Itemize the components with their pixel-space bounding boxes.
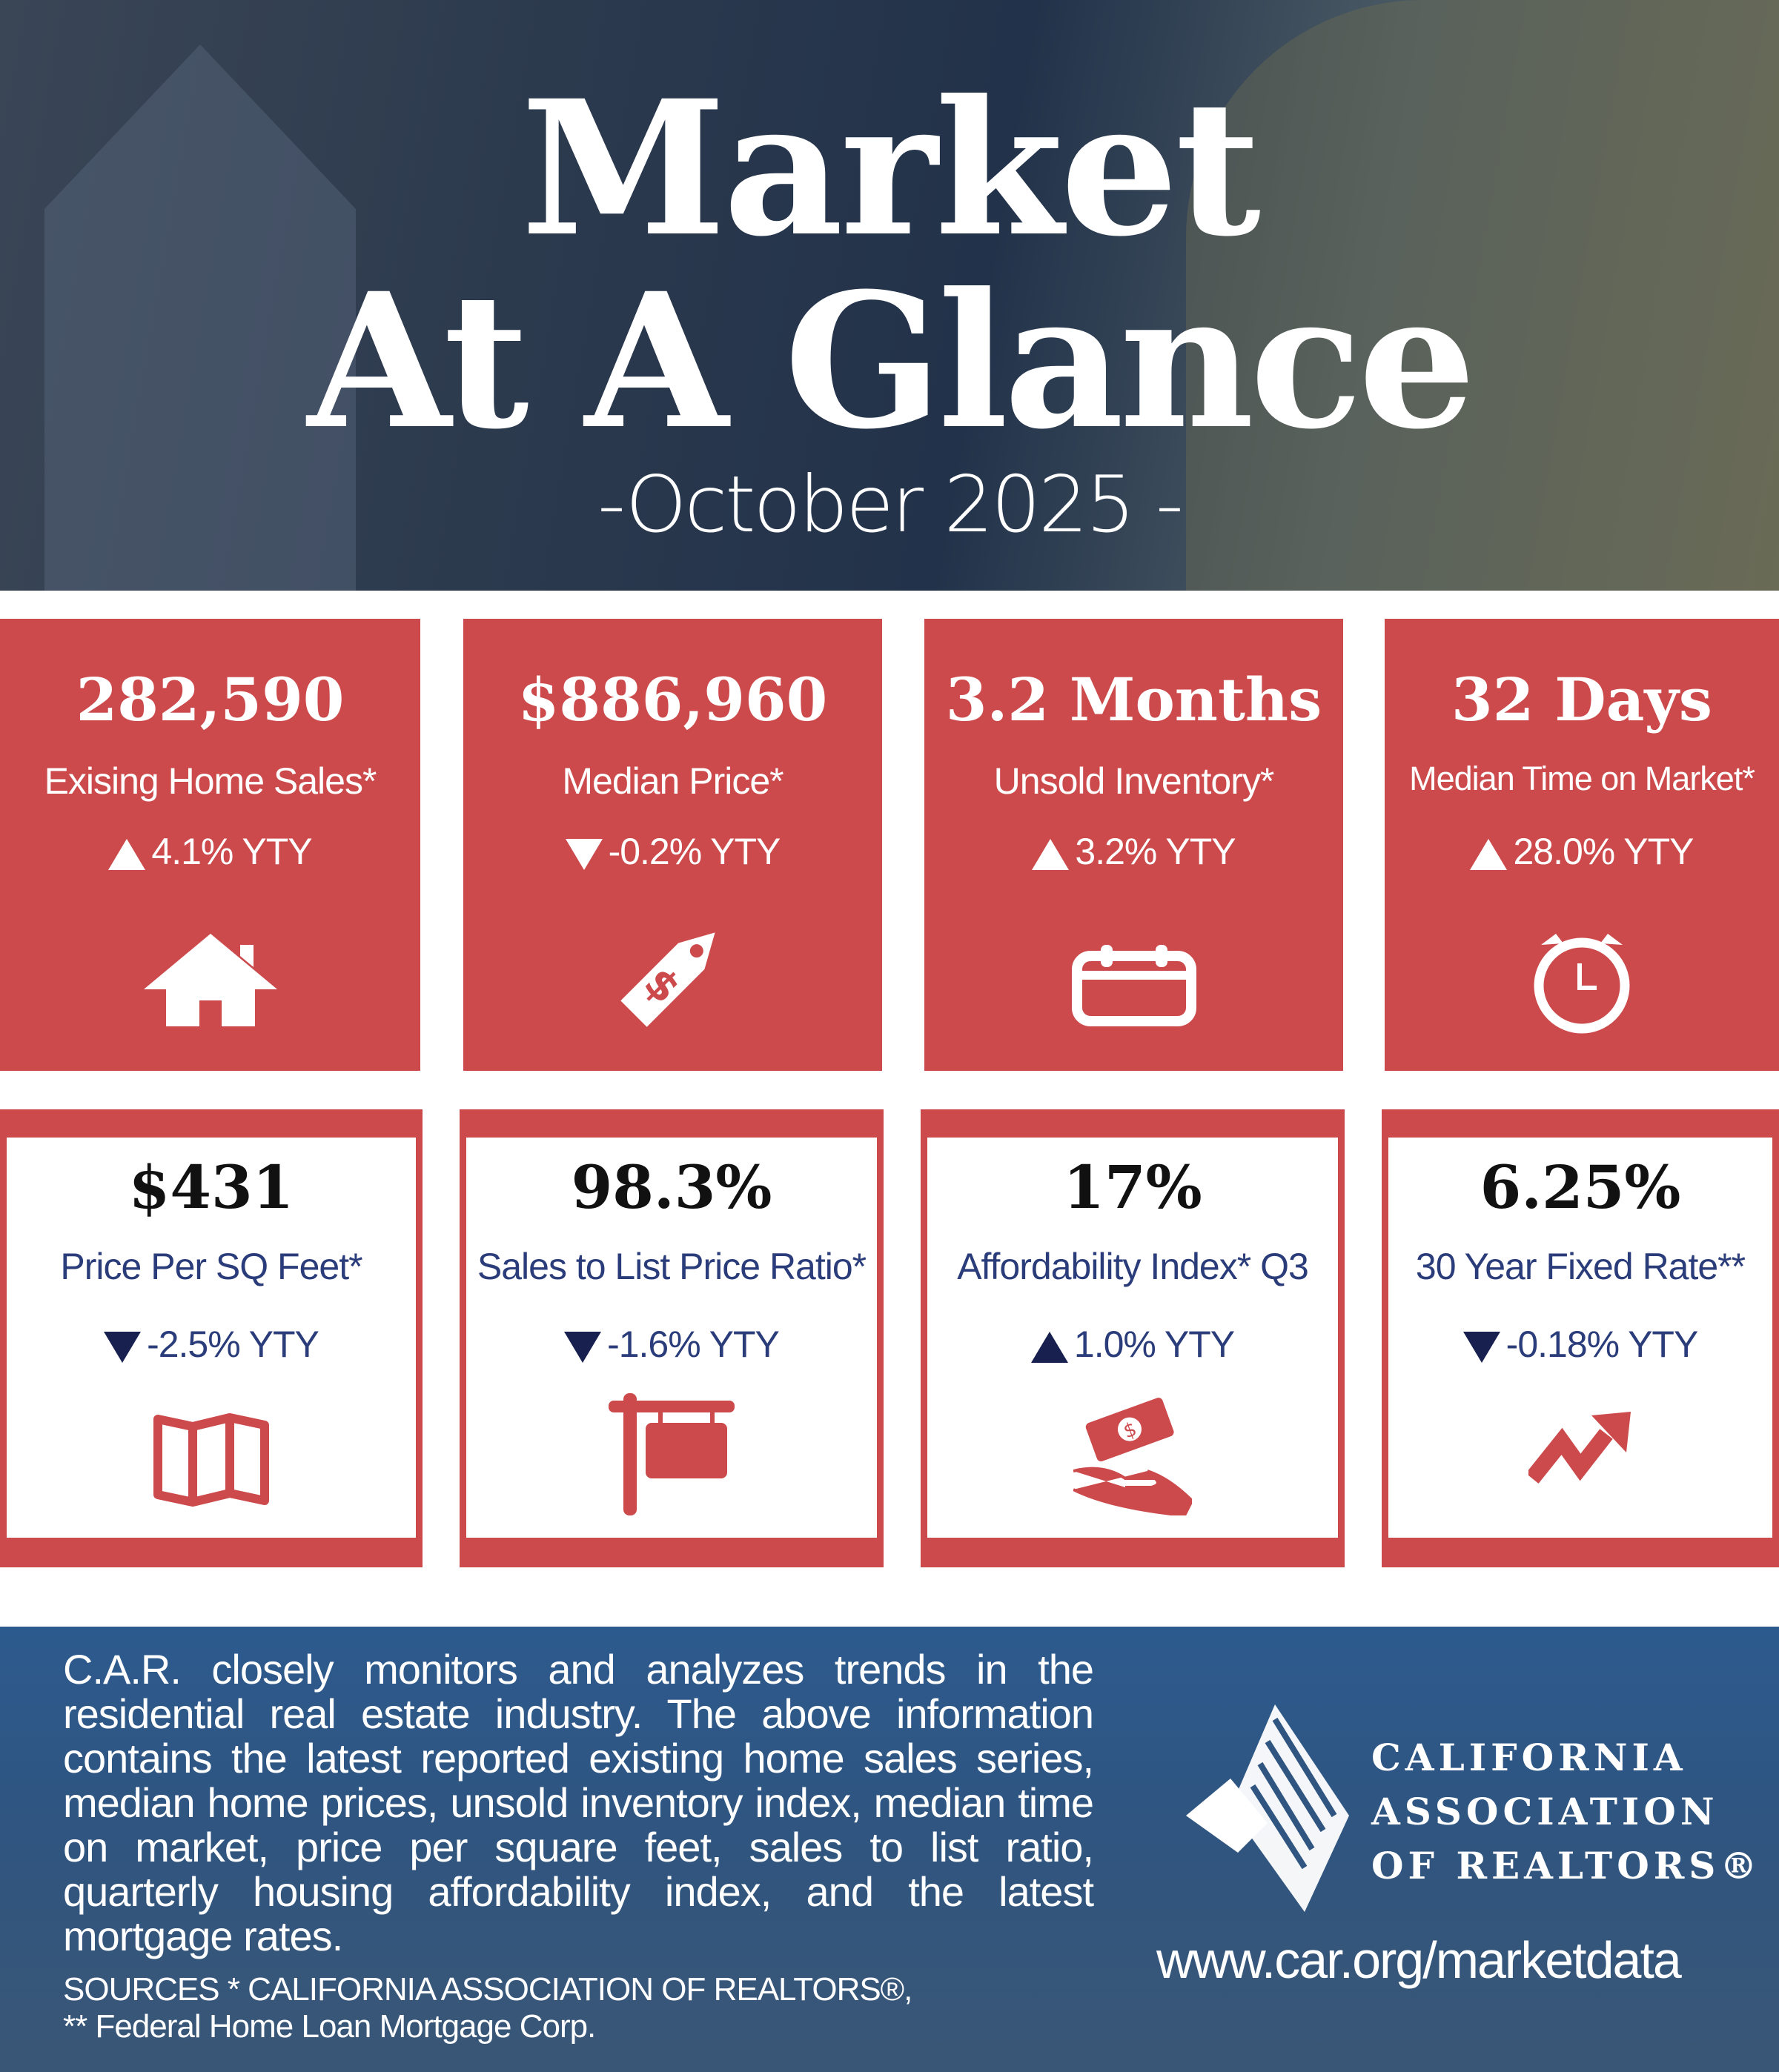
card-change: 4.1% YTY [0, 830, 420, 873]
arrow-up-icon [1030, 1331, 1068, 1363]
card-existing-home-sales: 282,590 Exising Home Sales* 4.1% YTY [0, 619, 420, 1071]
card-value: 282,590 [76, 665, 345, 734]
card-30-year-fixed-rate: 6.25% 30 Year Fixed Rate** -0.18% YTY [1382, 1109, 1779, 1567]
card-sales-to-list-ratio: 98.3% Sales to List Price Ratio* -1.6% Y… [460, 1109, 884, 1567]
card-label: Sales to List Price Ratio* [477, 1246, 867, 1287]
card-change: -0.2% YTY [463, 830, 882, 873]
title-line2: At A Glance [307, 252, 1477, 470]
calendar-icon [1071, 945, 1196, 1026]
card-label: Unsold Inventory* [993, 760, 1275, 802]
card-label: 30 Year Fixed Rate** [1415, 1246, 1746, 1287]
arrow-down-icon [565, 838, 603, 870]
card-label: Median Time on Market* [1409, 760, 1755, 797]
arrow-up-icon [108, 838, 146, 870]
money-hand-icon: $ [1073, 1398, 1192, 1515]
org-line1: CALIFORNIA [1371, 1736, 1687, 1779]
change-text: -0.18% YTY [1505, 1324, 1699, 1365]
change-text: -1.6% YTY [607, 1324, 780, 1365]
sources: SOURCES * CALIFORNIA ASSOCIATION OF REAL… [63, 1971, 912, 2045]
sources-line2: ** Federal Home Loan Mortgage Corp. [63, 2008, 596, 2045]
sources-line1: SOURCES * CALIFORNIA ASSOCIATION OF REAL… [63, 1971, 912, 2008]
arrow-up-icon [1032, 838, 1070, 870]
car-logo-icon [1186, 1704, 1349, 1912]
map-icon [153, 1413, 269, 1507]
title-line1: Market [520, 59, 1261, 277]
card-change: 28.0% YTY [1385, 830, 1779, 873]
arrow-down-icon [564, 1331, 602, 1363]
card-label: Exising Home Sales* [44, 760, 377, 802]
card-change: 1.0% YTY [927, 1323, 1338, 1366]
card-value: $431 [128, 1152, 294, 1222]
card-change: -0.18% YTY [1388, 1323, 1772, 1366]
arrow-down-icon [104, 1331, 142, 1363]
background-tree [1186, 0, 1779, 591]
house-icon [143, 934, 277, 1026]
change-text: -2.5% YTY [147, 1324, 319, 1365]
price-tag-icon: $ [620, 932, 715, 1027]
change-text: 3.2% YTY [1075, 831, 1236, 872]
card-affordability-index: 17% Affordability Index* Q3 1.0% YTY $ [921, 1109, 1345, 1567]
change-text: 4.1% YTY [151, 831, 312, 872]
footer: C.A.R. closely monitors and analyzes tre… [0, 1627, 1779, 2072]
website-link[interactable]: www.car.org/marketdata [1156, 1931, 1682, 1989]
org-name: CALIFORNIA ASSOCIATION OF REALTORS® [1371, 1730, 1761, 1893]
card-value: 6.25% [1480, 1152, 1681, 1222]
subtitle-date: -October 2025 - [597, 459, 1184, 550]
for-sale-sign-icon [609, 1393, 735, 1515]
hero-banner: Market At A Glance -October 2025 - [0, 0, 1779, 591]
trend-arrow-icon [1528, 1412, 1631, 1484]
card-value: 98.3% [571, 1152, 772, 1222]
org-line3: OF REALTORS® [1371, 1844, 1762, 1887]
alarm-clock-icon [1534, 934, 1630, 1034]
card-change: -2.5% YTY [7, 1323, 416, 1366]
org-line2: ASSOCIATION [1371, 1790, 1719, 1833]
card-value: $886,960 [517, 665, 828, 734]
card-value: 3.2 Months [945, 665, 1322, 734]
card-median-time-on-market: 32 Days Median Time on Market* 28.0% YTY [1385, 619, 1779, 1071]
card-label: Median Price* [562, 760, 784, 802]
card-price-per-sqft: $431 Price Per SQ Feet* -2.5% YTY [0, 1109, 423, 1567]
arrow-down-icon [1462, 1331, 1500, 1363]
change-text: 28.0% YTY [1513, 831, 1694, 872]
card-change: 3.2% YTY [924, 830, 1343, 873]
card-median-price: $886,960 Median Price* -0.2% YTY $ [463, 619, 882, 1071]
change-text: 1.0% YTY [1073, 1324, 1235, 1365]
card-value: 32 Days [1451, 665, 1712, 734]
footer-description: C.A.R. closely monitors and analyzes tre… [63, 1646, 1094, 1959]
arrow-up-icon [1470, 838, 1508, 870]
card-label: Affordability Index* Q3 [957, 1246, 1309, 1287]
card-unsold-inventory: 3.2 Months Unsold Inventory* 3.2% YTY [924, 619, 1343, 1071]
card-value: 17% [1063, 1152, 1202, 1222]
card-label: Price Per SQ Feet* [60, 1246, 362, 1287]
card-change: -1.6% YTY [466, 1323, 877, 1366]
change-text: -0.2% YTY [608, 831, 781, 872]
